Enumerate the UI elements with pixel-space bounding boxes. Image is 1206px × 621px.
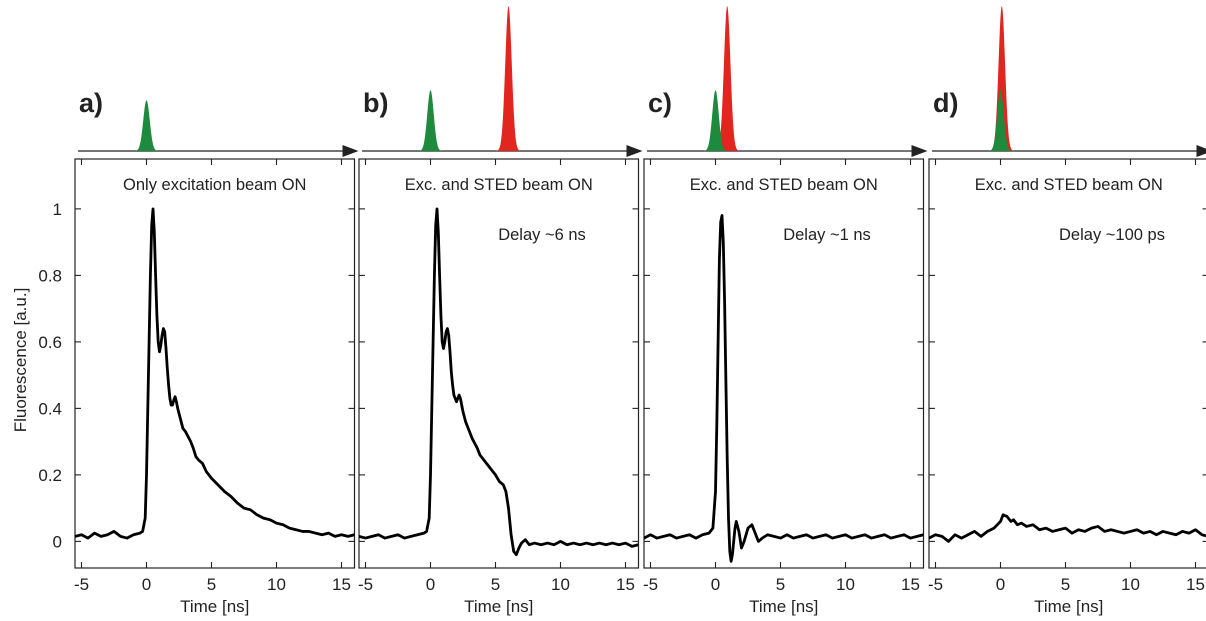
x-tick-label: 15 (332, 575, 351, 594)
sted-pulse (712, 6, 742, 151)
delay-annotation: Delay ~6 ns (498, 226, 586, 244)
delay-annotation: Delay ~1 ns (783, 226, 871, 244)
panel-letter: b) (363, 88, 388, 118)
excitation-pulse (986, 90, 1015, 151)
time-arrow-head (1196, 145, 1206, 157)
x-tick-label: 10 (551, 575, 570, 594)
plot-frame (643, 158, 925, 569)
y-tick-label: 0.4 (38, 399, 62, 418)
excitation-pulse (132, 100, 161, 151)
panel-letter: a) (79, 88, 103, 118)
panel-letter: d) (933, 88, 958, 118)
plot-frame (928, 158, 1206, 569)
beam-annotation: Exc. and STED beam ON (690, 176, 878, 194)
x-tick-label: 15 (616, 575, 635, 594)
fluorescence-trace (75, 207, 355, 540)
x-tick-label: 5 (776, 575, 785, 594)
x-tick-label: -5 (643, 575, 658, 594)
y-tick-label: 0.2 (38, 466, 62, 485)
excitation-pulse (416, 90, 445, 151)
beam-annotation: Only excitation beam ON (123, 176, 306, 194)
x-tick-label: 0 (996, 575, 1005, 594)
time-arrow-head (342, 145, 359, 157)
x-axis-label: Time [ns] (464, 597, 533, 616)
x-axis-label: Time [ns] (749, 597, 818, 616)
sted-pulse (494, 6, 523, 151)
sted-pulse (987, 6, 1017, 151)
panel-c: c) Exc. and STED beam ON Delay ~1 ns -5 0 5 10… (643, 6, 928, 616)
x-tick-label: 0 (142, 575, 151, 594)
plot-frame (358, 158, 640, 569)
x-tick-label: 5 (491, 575, 500, 594)
time-arrow-head (911, 145, 928, 157)
y-axis-label: Fluorescence [a.u.] (11, 288, 30, 433)
x-tick-label: 0 (711, 575, 720, 594)
panel-letter: c) (648, 88, 672, 118)
y-tick-label: 0.6 (38, 333, 62, 352)
x-tick-label: 0 (426, 575, 435, 594)
x-tick-label: 10 (836, 575, 855, 594)
plot-frame (74, 158, 356, 569)
x-tick-label: 5 (1061, 575, 1070, 594)
time-arrow-head (626, 145, 643, 157)
delay-annotation: Delay ~100 ps (1059, 226, 1165, 244)
x-tick-label: 15 (901, 575, 920, 594)
panel-d: d) Exc. and STED beam ON Delay ~100 ps -5 0 5… (928, 6, 1206, 616)
x-tick-label: 10 (267, 575, 286, 594)
x-axis-label: Time [ns] (1034, 597, 1103, 616)
y-tick-label: 1 (53, 200, 62, 219)
y-tick-label: 0.8 (38, 266, 62, 285)
x-tick-label: 5 (207, 575, 216, 594)
x-tick-label: 15 (1186, 575, 1205, 594)
fluorescence-trace (644, 214, 924, 563)
panel-b: b) Exc. and STED beam ON Delay ~6 ns -5 0 5 10… (358, 6, 643, 616)
x-tick-label: -5 (74, 575, 89, 594)
y-tick-label: 0 (53, 532, 62, 551)
x-tick-label: -5 (358, 575, 373, 594)
x-tick-label: 10 (1121, 575, 1140, 594)
fluorescence-trace (359, 207, 639, 557)
beam-annotation: Exc. and STED beam ON (975, 176, 1163, 194)
x-tick-label: -5 (928, 575, 943, 594)
fluorescence-trace (929, 513, 1206, 543)
excitation-pulse (701, 90, 730, 151)
beam-annotation: Exc. and STED beam ON (405, 176, 593, 194)
x-axis-label: Time [ns] (180, 597, 249, 616)
